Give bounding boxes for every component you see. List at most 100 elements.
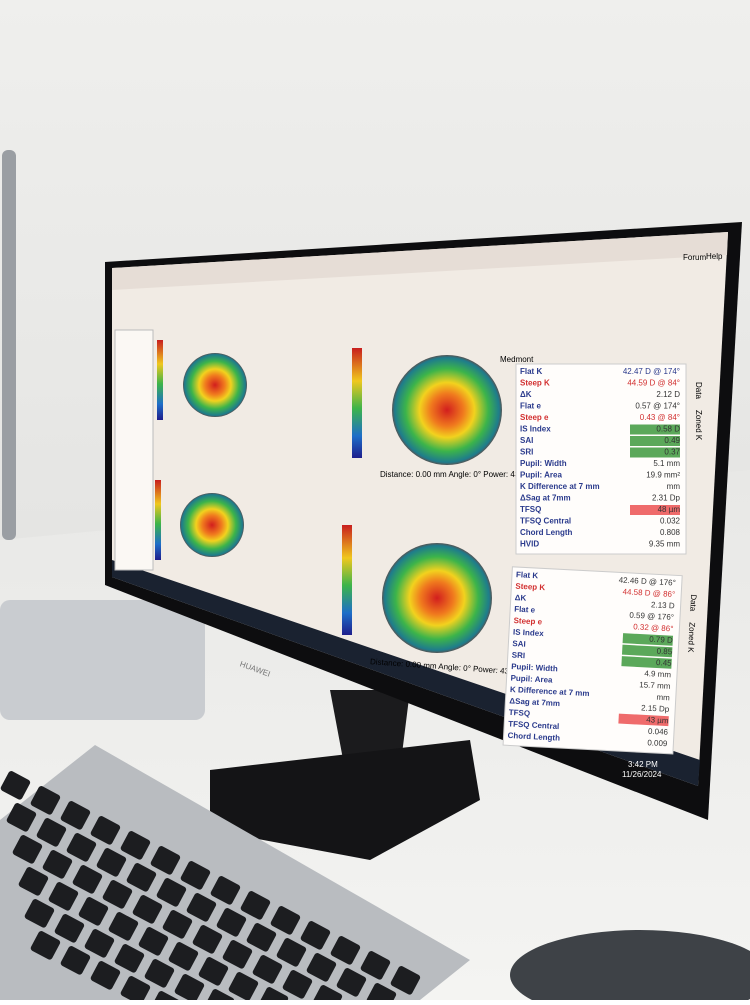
panel-tab[interactable]: Zoned K (686, 622, 697, 653)
value-highlight (630, 424, 680, 435)
key[interactable] (36, 817, 68, 848)
key[interactable] (90, 960, 122, 991)
key[interactable] (150, 990, 182, 1005)
menu-item[interactable]: Forum (683, 253, 706, 262)
row-value: 2.12 D (656, 390, 680, 399)
brand: Medmont (500, 355, 534, 364)
panel-tab[interactable]: Zoned K (694, 410, 703, 441)
key[interactable] (306, 952, 338, 983)
row-value: 44.58 D @ 86° (622, 587, 675, 599)
key[interactable] (300, 920, 332, 951)
key[interactable] (78, 896, 110, 927)
clock-date: 11/26/2024 (622, 770, 662, 779)
key[interactable] (66, 832, 98, 863)
key[interactable] (360, 950, 392, 981)
key[interactable] (144, 958, 176, 989)
key[interactable] (102, 879, 134, 910)
panel-bg (515, 363, 687, 555)
row-value: 43 µm (646, 715, 669, 725)
row-label: K Difference at 7 mm (520, 482, 600, 491)
row-label: ΔK (515, 593, 527, 603)
key[interactable] (120, 830, 152, 861)
key[interactable] (42, 849, 74, 880)
key[interactable] (30, 930, 62, 961)
key[interactable] (180, 860, 212, 891)
panel-tab[interactable]: Data (688, 594, 698, 612)
row-label: Pupil: Area (510, 673, 553, 684)
key[interactable] (270, 905, 302, 936)
key[interactable] (48, 881, 80, 912)
value-highlight (621, 644, 673, 658)
key[interactable] (222, 939, 254, 970)
key[interactable] (336, 967, 368, 998)
row-value: 2.13 D (651, 600, 675, 610)
panel-tab[interactable]: Data (694, 382, 703, 399)
row-label: IS Index (513, 628, 545, 639)
file-list (114, 329, 154, 571)
key[interactable] (216, 907, 248, 938)
value-highlight (630, 436, 680, 446)
key[interactable] (330, 935, 362, 966)
row-value: 2.31 Dp (652, 494, 681, 503)
key[interactable] (12, 834, 44, 865)
key[interactable] (246, 922, 278, 953)
key[interactable] (120, 975, 152, 1005)
row-value: 0.85 (656, 647, 673, 657)
key[interactable] (0, 770, 31, 801)
key[interactable] (162, 909, 194, 940)
value-highlight (630, 447, 680, 458)
row-value: 0.57 @ 174° (635, 402, 680, 411)
key[interactable] (312, 984, 344, 1005)
mouse-pad (510, 930, 750, 1005)
key[interactable] (60, 800, 92, 831)
key[interactable] (114, 943, 146, 974)
key[interactable] (96, 847, 128, 878)
key[interactable] (210, 875, 242, 906)
key[interactable] (54, 913, 86, 944)
key[interactable] (174, 973, 206, 1003)
row-value: 0.58 D (656, 425, 680, 434)
key[interactable] (390, 965, 422, 996)
key[interactable] (132, 894, 164, 925)
clock-time: 3:42 PM (628, 760, 658, 769)
row-label: Pupil: Width (511, 662, 558, 673)
key[interactable] (24, 898, 56, 929)
row-label: Flat K (520, 367, 542, 376)
key[interactable] (150, 845, 182, 876)
value-highlight (630, 505, 680, 515)
key[interactable] (84, 928, 116, 959)
key[interactable] (192, 924, 224, 955)
key[interactable] (30, 785, 62, 816)
menu-item[interactable]: Help (706, 252, 723, 261)
key[interactable] (156, 877, 188, 908)
map-status: Distance: 0.00 mm Angle: 0° Power: 43.64… (380, 470, 539, 479)
key[interactable] (228, 971, 260, 1001)
topography-map (180, 493, 244, 557)
key[interactable] (168, 941, 200, 972)
key[interactable] (186, 892, 218, 923)
key[interactable] (72, 864, 104, 895)
row-value: 15.7 mm (639, 680, 671, 691)
key[interactable] (240, 890, 272, 921)
row-label: TFSQ Central (520, 517, 571, 526)
key[interactable] (252, 954, 284, 985)
key[interactable] (18, 866, 50, 897)
key[interactable] (6, 802, 38, 833)
row-value: 48 µm (658, 505, 681, 514)
key[interactable] (276, 937, 308, 968)
panel-bg (502, 566, 683, 755)
row-label: SAI (512, 639, 526, 649)
key[interactable] (126, 862, 158, 893)
row-value: mm (656, 693, 670, 703)
row-label: Steep e (513, 616, 542, 627)
key[interactable] (60, 945, 92, 976)
key[interactable] (90, 815, 122, 846)
row-label: IS Index (520, 425, 551, 434)
key[interactable] (138, 926, 170, 957)
row-value: 0.009 (647, 738, 668, 748)
key[interactable] (108, 911, 140, 942)
key[interactable] (198, 956, 230, 987)
key[interactable] (282, 969, 314, 1000)
row-label: TFSQ (520, 505, 541, 514)
instrument-pole (2, 150, 16, 540)
